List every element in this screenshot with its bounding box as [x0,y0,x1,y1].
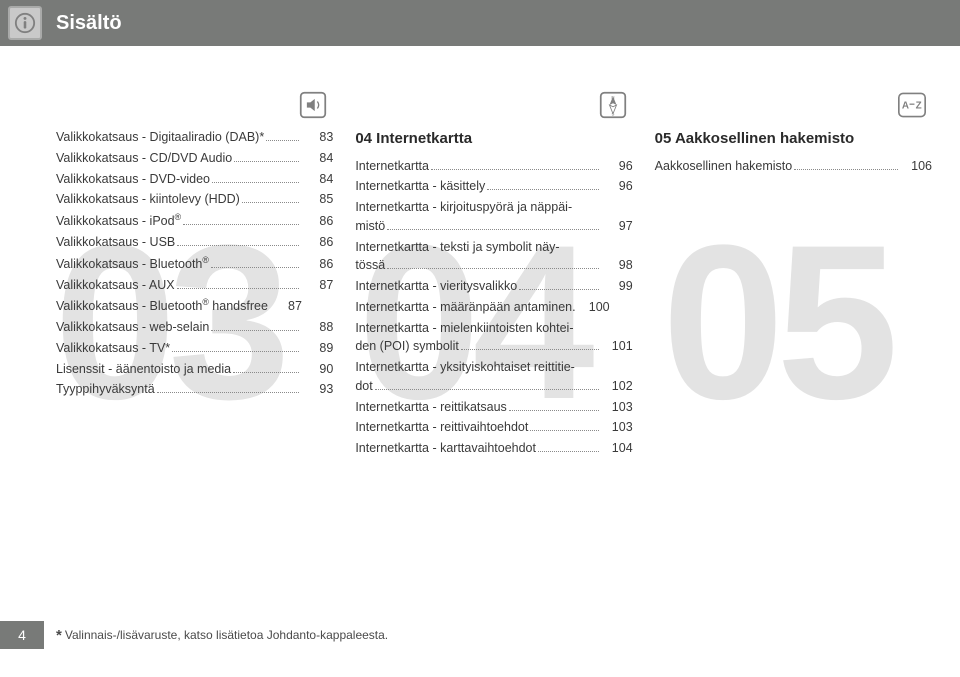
toc-label: Valikkokatsaus - kiintolevy (HDD) [56,190,240,209]
toc-entry: Internetkartta - reittikatsaus 103 [355,398,632,417]
toc-label: Valikkokatsaus - Bluetooth® [56,254,209,274]
toc-column-2: NS 04 Internetkartta Internetkartta96Int… [355,90,632,460]
toc-page: 101 [603,337,633,356]
toc-page: 86 [303,255,333,274]
toc-entry: Internetkartta 96 [355,157,632,176]
toc-column-1: Valikkokatsaus - Digitaaliradio (DAB)* 83… [56,90,333,460]
toc-entry: Valikkokatsaus - kiintolevy (HDD) 85 [56,190,333,209]
toc-entry: Valikkokatsaus - Bluetooth® handsfree87 [56,296,333,316]
toc-page: 96 [603,157,633,176]
toc-page: 85 [303,190,333,209]
toc-label: Internetkartta - teksti ja symbolit näy- [355,238,632,257]
toc-page: 103 [603,398,633,417]
toc-page: 90 [303,360,333,379]
toc-label: Valikkokatsaus - TV* [56,339,170,358]
toc-label-cont: dot [355,377,372,396]
footer: 4 *Valinnais-/lisävaruste, katso lisätie… [0,621,960,649]
toc-page: 86 [303,212,333,231]
toc-entry: Valikkokatsaus - Digitaaliradio (DAB)* 83 [56,128,333,147]
toc-label: Valikkokatsaus - Digitaaliradio (DAB)* [56,128,264,147]
toc-label: Valikkokatsaus - AUX [56,276,175,295]
toc-page: 89 [303,339,333,358]
toc-label: Valikkokatsaus - web-selain [56,318,209,337]
toc-entry: Internetkartta - vieritysvalikko 99 [355,277,632,296]
toc-label: Tyyppihyväksyntä [56,380,155,399]
toc-label: Internetkartta - karttavaihtoehdot [355,439,536,458]
toc-page: 102 [603,377,633,396]
toc-entry: Valikkokatsaus - Bluetooth® 86 [56,254,333,274]
toc-entry: Internetkartta - käsittely 96 [355,177,632,196]
toc-label-cont: mistö [355,217,385,236]
toc-page: 100 [580,298,610,317]
header-bar: Sisältö [0,0,960,46]
toc-entry: Internetkartta - määränpään antaminen. 10… [355,298,632,317]
toc-label: Internetkartta - mielenkiintoisten kohte… [355,319,632,338]
toc-page: 84 [303,149,333,168]
info-icon [8,6,42,40]
page-title: Sisältö [56,12,122,35]
toc-label: Internetkartta [355,157,429,176]
page-number: 4 [0,621,44,649]
toc-page: 99 [603,277,633,296]
toc-label: Valikkokatsaus - iPod® [56,211,181,231]
compass-icon: NS [355,90,632,120]
toc-entry: Valikkokatsaus - iPod® 86 [56,211,333,231]
toc-label: Internetkartta - kirjoituspyörä ja näppä… [355,198,632,217]
toc-label: Valikkokatsaus - CD/DVD Audio [56,149,232,168]
toc-page: 86 [303,233,333,252]
toc-entry: Valikkokatsaus - DVD-video 84 [56,170,333,189]
footnote-text: Valinnais-/lisävaruste, katso lisätietoa… [65,628,388,642]
toc-entry: Lisenssit - äänentoisto ja media 90 [56,360,333,379]
toc-entry: Internetkartta - mielenkiintoisten kohte… [355,319,632,357]
toc-label: Internetkartta - reittivaihtoehdot [355,418,528,437]
toc-entry: Internetkartta - teksti ja symbolit näy-… [355,238,632,276]
toc-label: Internetkartta - vieritysvalikko [355,277,517,296]
toc-label: Lisenssit - äänentoisto ja media [56,360,231,379]
toc-page: 98 [603,256,633,275]
toc-label: Internetkartta - yksityiskohtaiset reitt… [355,358,632,377]
section-title-05: 05 Aakkosellinen hakemisto [655,128,932,151]
toc-label: Internetkartta - määränpään antaminen. [355,298,575,317]
svg-text:Z: Z [916,100,922,111]
section-title-04: 04 Internetkartta [355,128,632,151]
toc-page: 83 [303,128,333,147]
toc-entry: Valikkokatsaus - USB 86 [56,233,333,252]
toc-entry: Internetkartta - reittivaihtoehdot 103 [355,418,632,437]
toc-page: 97 [603,217,633,236]
toc-column-3: AZ 05 Aakkosellinen hakemisto Aakkoselli… [655,90,932,460]
toc-page: 87 [272,297,302,316]
toc-page: 93 [303,380,333,399]
toc-label: Internetkartta - reittikatsaus [355,398,506,417]
toc-page: 88 [303,318,333,337]
toc-page: 104 [603,439,633,458]
toc-entry: Valikkokatsaus - AUX 87 [56,276,333,295]
toc-label-cont: tössä [355,256,385,275]
toc-entry: Valikkokatsaus - web-selain 88 [56,318,333,337]
svg-text:S: S [611,112,614,117]
svg-text:N: N [611,95,614,100]
toc-entry: Internetkartta - yksityiskohtaiset reitt… [355,358,632,396]
toc-entry: Internetkartta - kirjoituspyörä ja näppä… [355,198,632,236]
content-area: 03 04 05 Valikkokatsaus - Digitaaliradio… [0,46,960,460]
index-icon: AZ [655,90,932,120]
toc-entry: Tyyppihyväksyntä 93 [56,380,333,399]
toc-page: 96 [603,177,633,196]
toc-entry: Internetkartta - karttavaihtoehdot 104 [355,439,632,458]
toc-entry: Valikkokatsaus - CD/DVD Audio 84 [56,149,333,168]
toc-entry: Aakkosellinen hakemisto 106 [655,157,932,176]
toc-label: Valikkokatsaus - DVD-video [56,170,210,189]
toc-page: 103 [603,418,633,437]
toc-label: Valikkokatsaus - Bluetooth® handsfree [56,296,268,316]
svg-text:A: A [902,100,909,111]
toc-label: Aakkosellinen hakemisto [655,157,793,176]
toc-label: Valikkokatsaus - USB [56,233,175,252]
toc-page: 87 [303,276,333,295]
toc-label: Internetkartta - käsittely [355,177,485,196]
speaker-icon [56,90,333,120]
footnote: *Valinnais-/lisävaruste, katso lisätieto… [56,627,388,644]
toc-entry: Valikkokatsaus - TV* 89 [56,339,333,358]
toc-page: 106 [902,157,932,176]
toc-page: 84 [303,170,333,189]
toc-label-cont: den (POI) symbolit [355,337,459,356]
